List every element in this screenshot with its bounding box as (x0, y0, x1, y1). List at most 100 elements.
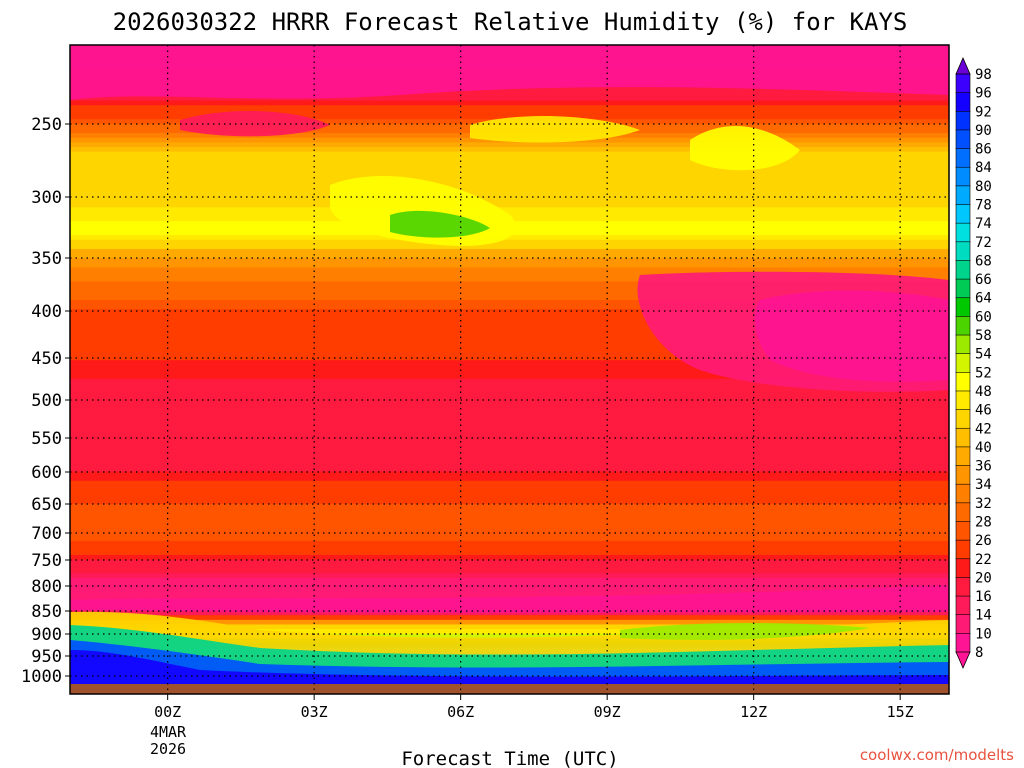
colorbar-segment (955, 577, 971, 597)
colorbar-label: 54 (975, 347, 992, 363)
colorbar-label: 46 (975, 403, 992, 419)
humidity-band (70, 388, 949, 394)
humidity-band (70, 211, 949, 218)
y-tick-label: 1000 (21, 667, 62, 687)
y-tick-label: 400 (31, 302, 62, 322)
plot-frame (69, 44, 950, 695)
humidity-band (70, 151, 949, 157)
humidity-band (70, 105, 949, 111)
colorbar-label: 72 (975, 235, 992, 251)
humidity-band (70, 91, 949, 97)
colorbar-label: 96 (975, 86, 992, 102)
colorbar-segment (955, 633, 971, 653)
colorbar-label: 78 (975, 198, 992, 214)
humidity-band (70, 323, 949, 329)
humidity-band (70, 165, 949, 171)
colorbar-segment (955, 409, 971, 430)
humidity-band (70, 197, 949, 204)
colorbar-segment (955, 334, 971, 355)
x-tick-label: 15Z (887, 703, 914, 721)
y-tick-label: 850 (31, 602, 62, 622)
humidity-band (70, 536, 949, 542)
humidity-band (70, 174, 949, 181)
humidity-band (70, 392, 949, 398)
humidity-band (70, 545, 949, 551)
humidity-band (70, 443, 949, 449)
humidity-band (70, 592, 949, 598)
humidity-band (70, 364, 949, 371)
date-label-year: 2026 (150, 740, 186, 758)
humidity-contour (180, 110, 330, 137)
humidity-band (70, 332, 949, 338)
colorbar-label: 68 (975, 253, 992, 269)
humidity-band (70, 564, 949, 570)
colorbar-segment (955, 241, 971, 262)
humidity-band (70, 341, 949, 347)
colorbar-label: 40 (975, 440, 992, 456)
colorbar-segment (955, 427, 971, 448)
humidity-band (70, 508, 949, 514)
humidity-band (70, 248, 949, 255)
x-tick-label: 12Z (740, 703, 767, 721)
colorbar-segment (955, 148, 971, 169)
colorbar-segment (955, 483, 971, 504)
y-tick-label: 250 (31, 115, 62, 135)
humidity-contour (390, 210, 490, 238)
y-tick-label: 750 (31, 551, 62, 571)
colorbar-label: 80 (975, 179, 992, 195)
colorbar-label: 10 (975, 626, 992, 642)
colorbar-label: 22 (975, 552, 992, 568)
humidity-band (70, 494, 949, 500)
colorbar-label: 28 (975, 514, 992, 530)
colorbar-max-arrow (955, 57, 971, 75)
humidity-band (70, 207, 949, 213)
humidity-band (70, 239, 949, 245)
humidity-band (70, 411, 949, 417)
humidity-band (70, 573, 949, 579)
humidity-contour (690, 126, 800, 171)
humidity-band (70, 378, 949, 385)
y-tick-label: 900 (31, 625, 62, 645)
colorbar-segment (955, 204, 971, 224)
humidity-contour (620, 623, 870, 640)
credit-label: coolwx.com/modelts (860, 746, 1014, 764)
humidity-band (70, 629, 949, 635)
time-axis: 00Z 03Z 06Z 09Z 12Z 15Z (154, 694, 914, 721)
humidity-band (70, 457, 949, 463)
humidity-band (70, 146, 949, 153)
humidity-band (70, 374, 949, 380)
humidity-band (70, 633, 949, 639)
humidity-band (70, 517, 949, 524)
colorbar-segment (955, 390, 971, 411)
colorbar-label: 42 (975, 421, 992, 437)
humidity-band (70, 452, 949, 459)
colorbar-label: 34 (975, 477, 992, 493)
humidity-band (70, 202, 949, 208)
colorbar-segment (955, 92, 971, 113)
y-tick-label: 500 (31, 391, 62, 411)
y-tick-label: 700 (31, 524, 62, 544)
y-tick-label: 950 (31, 647, 62, 667)
colorbar-label: 14 (975, 608, 992, 624)
humidity-band (70, 327, 949, 334)
humidity-band (70, 272, 949, 278)
humidity-band (70, 299, 949, 306)
colorbar-segment (955, 297, 971, 318)
humidity-band (70, 429, 949, 435)
humidity-contour (470, 115, 640, 143)
humidity-band (70, 610, 949, 616)
colorbar-segment (955, 521, 971, 541)
humidity-band (70, 188, 949, 194)
humidity-band (70, 304, 949, 310)
humidity-band (70, 559, 949, 565)
y-tick-label: 350 (31, 249, 62, 269)
humidity-band (70, 156, 949, 162)
humidity-band (70, 290, 949, 296)
colorbar-segment (955, 502, 971, 523)
humidity-band (70, 360, 949, 366)
colorbar-segment (955, 353, 971, 374)
humidity-band (70, 466, 949, 473)
colorbar-label: 58 (975, 328, 992, 344)
colorbar: 98 96 92 90 86 84 80 78 74 72 68 66 64 60 58 54 52 48 46 42… (955, 57, 992, 669)
